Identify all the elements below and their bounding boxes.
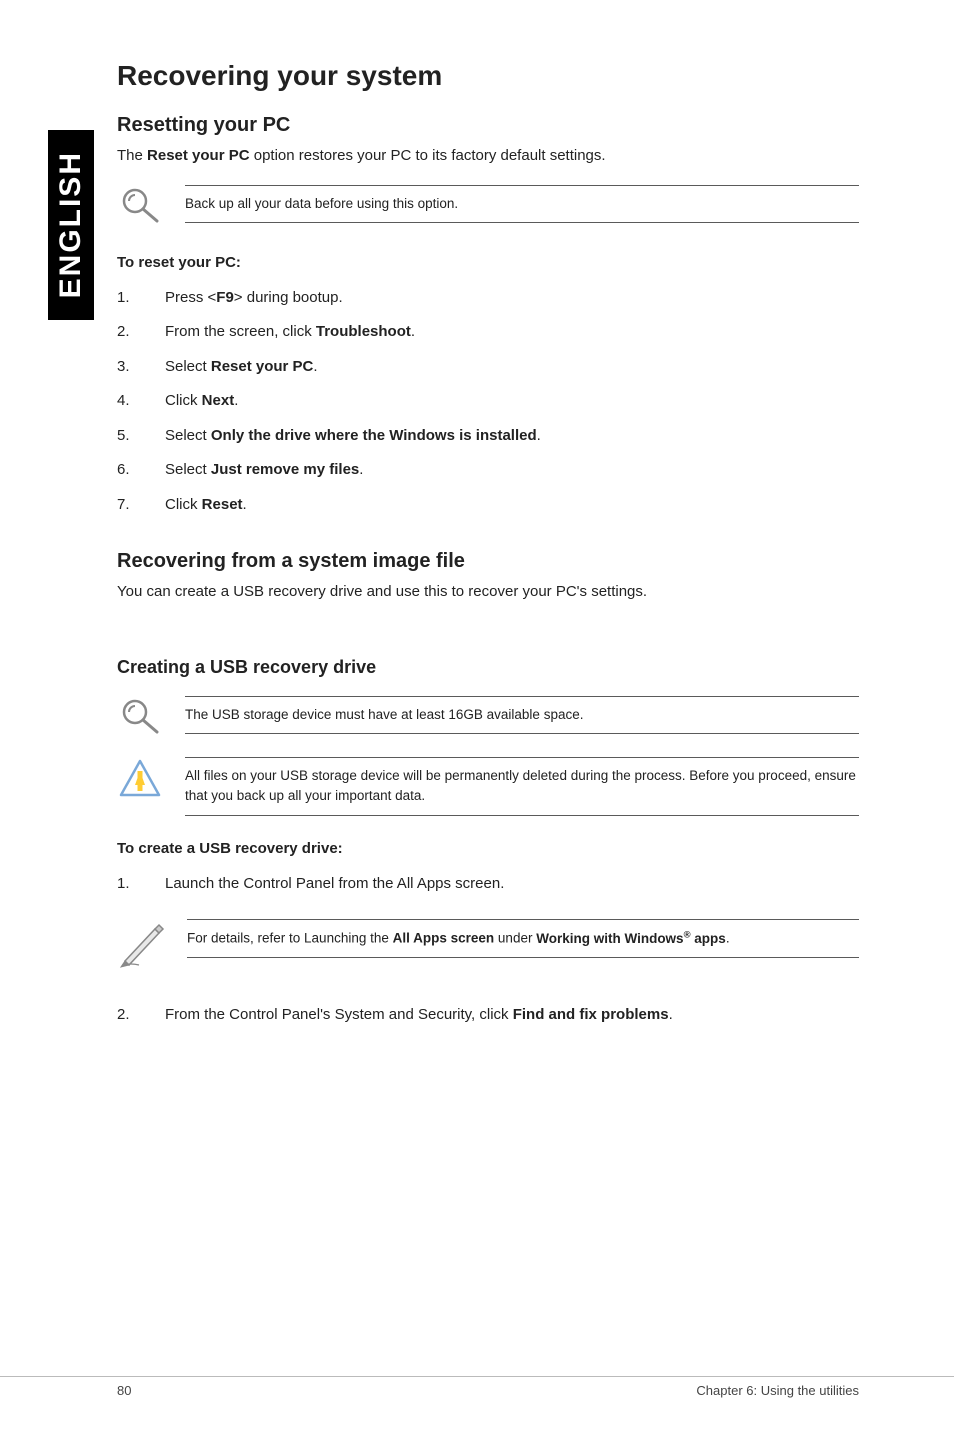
usb-step: Launch the Control Panel from the All Ap… [117, 867, 859, 902]
section2-intro: You can create a USB recovery drive and … [117, 581, 859, 603]
usb-step: From the Control Panel's System and Secu… [117, 998, 859, 1033]
chapter-label: Chapter 6: Using the utilities [696, 1383, 859, 1398]
warning-usb-delete-text: All files on your USB storage device wil… [185, 757, 859, 816]
note-all-apps-text: For details, refer to Launching the All … [187, 919, 859, 958]
note-backup-text: Back up all your data before using this … [185, 185, 859, 223]
reset-step: Click Reset. [117, 488, 859, 523]
reset-step: Select Just remove my files. [117, 453, 859, 488]
reset-step: Select Only the drive where the Windows … [117, 419, 859, 454]
reset-step: Press <F9> during bootup. [117, 281, 859, 316]
magnifier-icon [117, 696, 163, 741]
note-usb-space-text: The USB storage device must have at leas… [185, 696, 859, 734]
note-usb-space: The USB storage device must have at leas… [117, 696, 859, 741]
reset-step: Click Next. [117, 384, 859, 419]
page-title: Recovering your system [117, 60, 859, 92]
warning-usb-delete: All files on your USB storage device wil… [117, 757, 859, 816]
warning-icon [117, 757, 163, 804]
note-all-apps: For details, refer to Launching the All … [117, 919, 859, 974]
subsection-heading-usb: Creating a USB recovery drive [117, 657, 859, 678]
section-heading-recover: Recovering from a system image file [117, 550, 859, 573]
note-backup: Back up all your data before using this … [117, 185, 859, 230]
page-number: 80 [117, 1383, 131, 1398]
usb-steps-list: Launch the Control Panel from the All Ap… [117, 867, 859, 902]
language-tab: ENGLISH [48, 130, 94, 320]
reset-step: Select Reset your PC. [117, 350, 859, 385]
reset-steps-list: Press <F9> during bootup. From the scree… [117, 281, 859, 523]
page-footer: 80 Chapter 6: Using the utilities [0, 1376, 954, 1398]
steps-heading-usb: To create a USB recovery drive: [117, 840, 859, 857]
section1-intro: The Reset your PC option restores your P… [117, 145, 859, 167]
magnifier-icon [117, 185, 163, 230]
language-tab-label: ENGLISH [54, 151, 88, 298]
usb-steps-list-2: From the Control Panel's System and Secu… [117, 998, 859, 1033]
pencil-icon [117, 919, 165, 974]
steps-heading-reset: To reset your PC: [117, 254, 859, 271]
reset-step: From the screen, click Troubleshoot. [117, 315, 859, 350]
section-heading-reset: Resetting your PC [117, 114, 859, 137]
